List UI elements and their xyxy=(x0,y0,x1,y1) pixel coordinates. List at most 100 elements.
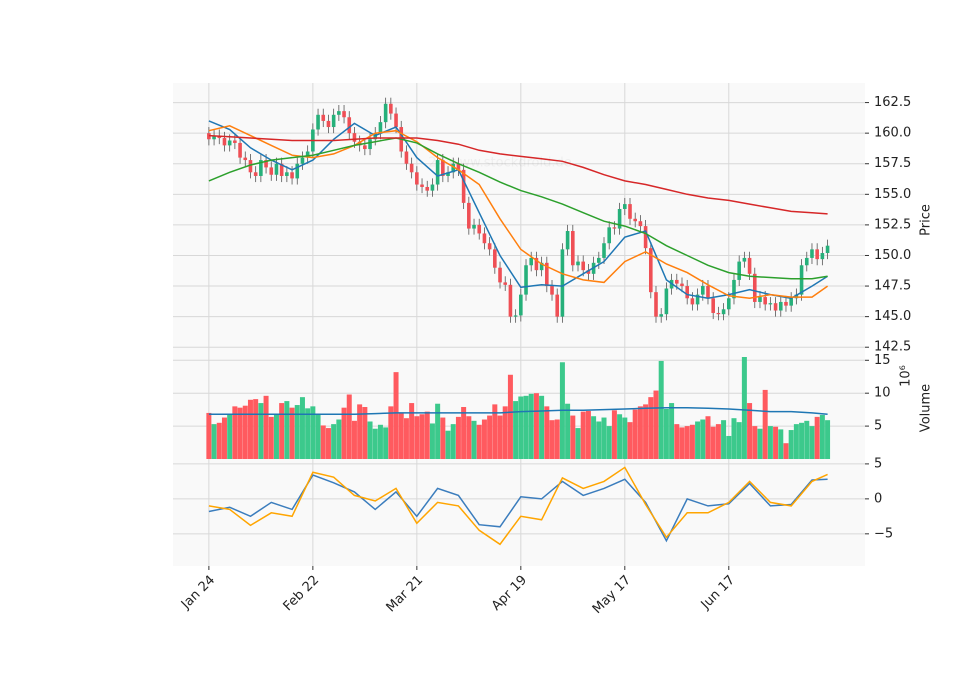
volume-bar xyxy=(752,426,758,459)
candle-body xyxy=(415,172,419,185)
volume-bar xyxy=(622,417,628,459)
candle-body xyxy=(363,145,367,150)
candle-body xyxy=(508,284,513,317)
volume-bar xyxy=(440,417,446,459)
candle-body xyxy=(586,270,591,274)
y-axis-label: Volume xyxy=(919,384,934,432)
candle-body xyxy=(706,286,710,299)
candle-body xyxy=(482,233,487,244)
volume-bar xyxy=(695,421,701,459)
candle-body xyxy=(238,142,242,158)
candle-body xyxy=(571,231,575,266)
y-tick-label: 10 xyxy=(874,386,891,401)
volume-bar xyxy=(757,428,763,459)
volume-bar xyxy=(570,415,576,459)
candle-body xyxy=(711,298,715,313)
volume-bar xyxy=(643,404,649,459)
candle-body xyxy=(623,204,627,209)
candle-body xyxy=(628,204,632,219)
volume-bar xyxy=(331,424,337,459)
candle-body xyxy=(233,140,237,143)
candle-body xyxy=(378,122,383,134)
y-tick-label: 157.5 xyxy=(874,156,911,171)
volume-bar xyxy=(700,419,706,459)
volume-bar xyxy=(315,414,321,459)
volume-bar xyxy=(773,426,779,459)
candle-body xyxy=(342,111,346,118)
candle-body xyxy=(513,315,518,317)
candle-body xyxy=(222,138,227,146)
candle-body xyxy=(534,257,539,271)
volume-bar xyxy=(336,419,342,459)
candle-body xyxy=(394,113,398,128)
candle-body xyxy=(389,103,393,114)
candle-body xyxy=(285,172,289,176)
candle-body xyxy=(472,224,476,229)
panel-background xyxy=(173,459,865,566)
volume-bar xyxy=(377,424,383,459)
candle-body xyxy=(602,243,606,258)
volume-bar xyxy=(445,430,451,459)
candle-body xyxy=(347,117,352,134)
y-tick-label: 0 xyxy=(874,491,882,506)
candle-body xyxy=(529,257,534,266)
y-tick-label: 150.0 xyxy=(874,248,911,263)
candle-body xyxy=(337,111,341,115)
volume-bar xyxy=(544,406,550,459)
candle-body xyxy=(695,294,700,305)
line xyxy=(208,474,828,543)
volume-bar xyxy=(305,408,311,459)
candle-body xyxy=(659,314,663,317)
volume-bar xyxy=(715,424,721,459)
volume-bar xyxy=(632,409,638,459)
y-tick-label: 5 xyxy=(874,419,882,434)
candle-body xyxy=(404,151,409,164)
candle-body xyxy=(259,160,263,176)
volume-bar xyxy=(825,420,831,459)
line xyxy=(208,137,828,280)
candle-body xyxy=(352,133,357,142)
volume-bar xyxy=(637,406,643,459)
volume-bar xyxy=(741,357,747,459)
candle-body xyxy=(300,157,305,164)
volume-bar xyxy=(669,403,675,459)
candle-body xyxy=(357,141,362,146)
candle-body xyxy=(487,243,492,250)
volume-bar xyxy=(617,414,623,459)
x-tick-label: Apr 19 xyxy=(489,573,530,614)
volume-bar xyxy=(814,416,820,459)
candle-body xyxy=(305,151,310,158)
y-axis-unit: 10⁶ xyxy=(899,365,914,387)
candle-body xyxy=(368,139,372,150)
candle-body xyxy=(763,297,767,305)
volume-bar xyxy=(679,427,685,459)
volume-bar xyxy=(663,408,669,459)
candle-body xyxy=(456,163,461,170)
candle-body xyxy=(799,265,804,295)
x-tick-label: Feb 22 xyxy=(281,573,323,615)
candle-body xyxy=(425,186,430,191)
line xyxy=(208,466,828,546)
y-tick-label: 155.0 xyxy=(874,187,911,202)
volume-bar xyxy=(653,390,659,459)
volume-bar xyxy=(206,412,212,459)
volume-bar xyxy=(424,411,430,459)
volume-bar xyxy=(299,397,305,459)
volume-bar xyxy=(747,403,753,459)
volume-bar xyxy=(736,422,742,459)
line xyxy=(208,120,828,300)
candle-body xyxy=(326,120,331,128)
candle-body xyxy=(664,288,669,315)
volume-bar xyxy=(284,401,290,459)
candle-body xyxy=(742,257,747,262)
candle-body xyxy=(316,114,320,130)
volume-bar xyxy=(497,415,503,459)
volume-bar xyxy=(596,421,602,459)
volume-bar xyxy=(398,412,404,459)
candle-body xyxy=(612,227,617,229)
volume-bar xyxy=(710,426,716,459)
volume-bar xyxy=(372,428,378,459)
volume-bar xyxy=(357,404,363,459)
candle-body xyxy=(784,301,788,306)
candle-body xyxy=(565,231,570,250)
